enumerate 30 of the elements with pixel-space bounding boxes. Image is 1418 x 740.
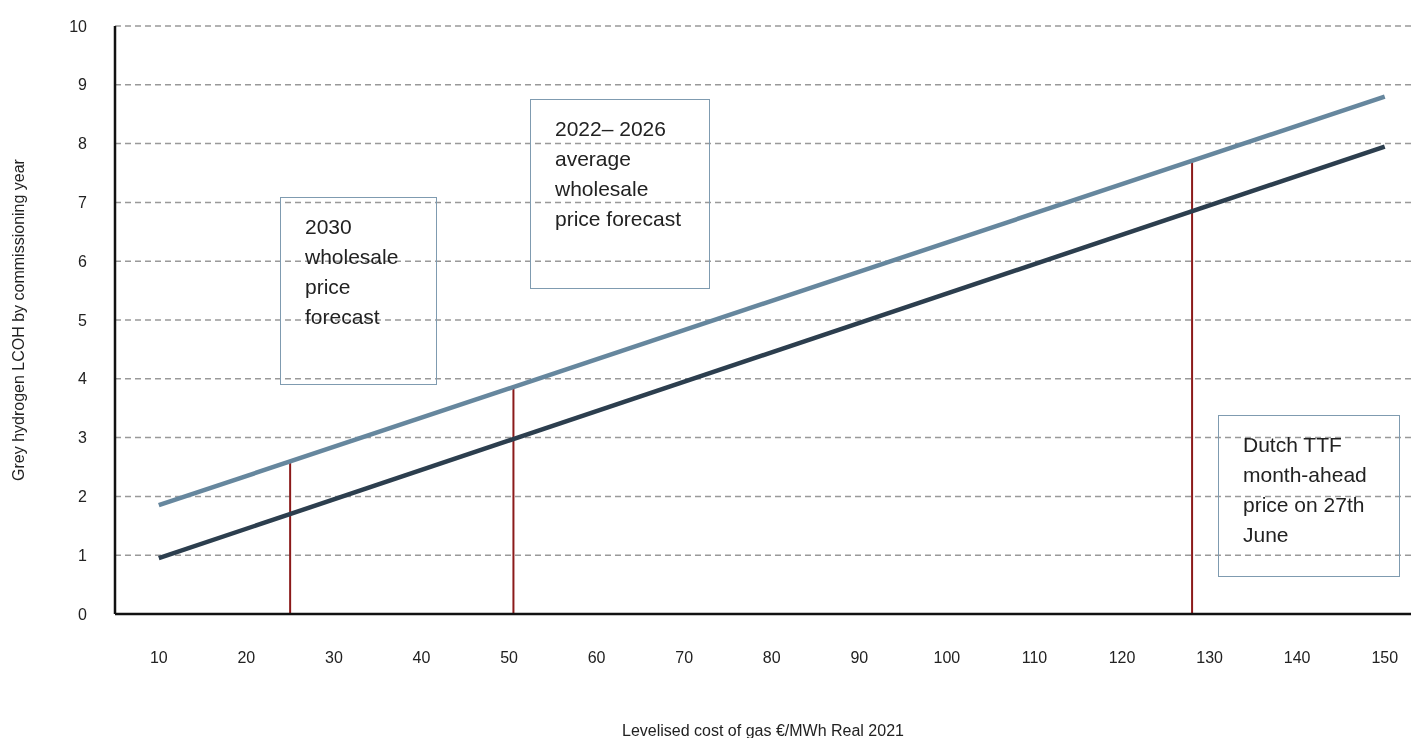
y-tick-label: 6 — [78, 252, 88, 270]
x-tick-label: 60 — [587, 649, 606, 667]
x-tick-label: 70 — [675, 649, 694, 667]
x-tick-label: 30 — [325, 649, 343, 667]
text-box: 2022– 2026 average wholesale price forecast — [530, 99, 710, 289]
y-tick-label: 9 — [78, 76, 88, 94]
y-tick-label: 7 — [78, 194, 88, 212]
text-box: Dutch TTF month-ahead price on 27th June — [1218, 415, 1400, 577]
x-tick-label: 10 — [149, 649, 168, 667]
y-tick-label: 4 — [78, 370, 88, 388]
y-tick-label: 1 — [78, 546, 88, 564]
y-axis-title: Grey hydrogen LCOH by commissioning year — [9, 158, 27, 481]
y-tick-label: 10 — [69, 17, 88, 35]
text-box: 2030 wholesale price forecast — [280, 197, 437, 385]
y-tick-label: 3 — [78, 429, 88, 447]
y-tick-label: 5 — [78, 311, 88, 329]
x-tick-label: 100 — [933, 649, 961, 667]
x-tick-label: 80 — [762, 649, 781, 667]
x-tick-label: 120 — [1108, 649, 1136, 667]
x-tick-label: 50 — [500, 649, 519, 667]
x-tick-label: 150 — [1371, 649, 1399, 667]
x-tick-label: 90 — [850, 649, 869, 667]
y-tick-label: 8 — [78, 135, 88, 153]
x-tick-label: 40 — [412, 649, 431, 667]
y-tick-label: 2 — [78, 488, 88, 506]
y-tick-label: 0 — [78, 605, 88, 623]
x-tick-label: 140 — [1283, 649, 1311, 667]
x-tick-label: 110 — [1021, 649, 1048, 667]
x-tick-label: 20 — [237, 649, 256, 667]
x-tick-label: 130 — [1196, 649, 1224, 667]
